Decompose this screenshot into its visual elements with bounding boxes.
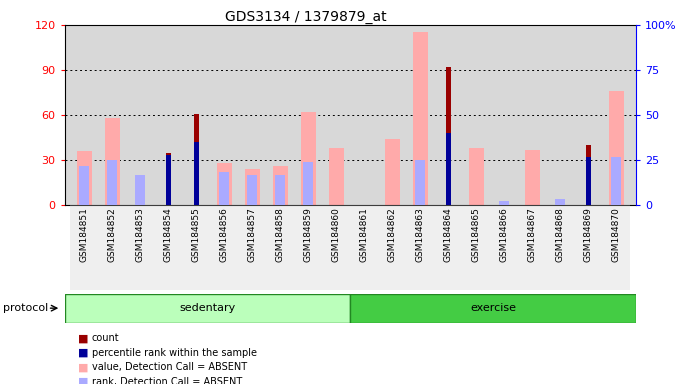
- Text: GSM184869: GSM184869: [583, 207, 593, 262]
- Bar: [301, 112, 316, 205]
- Bar: [166, 153, 171, 205]
- Text: GSM184868: GSM184868: [556, 207, 564, 262]
- Text: exercise: exercise: [470, 303, 516, 313]
- Bar: [585, 145, 591, 205]
- Bar: [609, 91, 624, 205]
- Bar: [524, 150, 540, 205]
- Bar: [378, 205, 406, 290]
- Bar: [220, 172, 229, 205]
- Text: GSM184852: GSM184852: [107, 207, 117, 262]
- Text: ■: ■: [78, 362, 88, 372]
- Bar: [462, 205, 490, 290]
- Bar: [126, 205, 154, 290]
- Bar: [80, 166, 89, 205]
- Text: GSM184870: GSM184870: [612, 207, 621, 262]
- Bar: [238, 205, 266, 290]
- Bar: [611, 157, 621, 205]
- Bar: [469, 148, 484, 205]
- Text: protocol: protocol: [3, 303, 49, 313]
- Text: sedentary: sedentary: [180, 303, 235, 313]
- Bar: [350, 294, 636, 323]
- Bar: [107, 161, 117, 205]
- Bar: [585, 157, 591, 205]
- Text: GSM184858: GSM184858: [275, 207, 285, 262]
- Text: rank, Detection Call = ABSENT: rank, Detection Call = ABSENT: [92, 377, 242, 384]
- Bar: [303, 162, 313, 205]
- Bar: [602, 205, 630, 290]
- Text: GSM184851: GSM184851: [80, 207, 88, 262]
- Bar: [154, 205, 182, 290]
- Text: GDS3134 / 1379879_at: GDS3134 / 1379879_at: [225, 10, 387, 23]
- Text: GSM184854: GSM184854: [164, 207, 173, 262]
- Bar: [245, 169, 260, 205]
- Bar: [574, 205, 602, 290]
- Text: GSM184867: GSM184867: [528, 207, 537, 262]
- Text: value, Detection Call = ABSENT: value, Detection Call = ABSENT: [92, 362, 247, 372]
- Bar: [194, 114, 199, 205]
- Bar: [273, 166, 288, 205]
- Text: GSM184855: GSM184855: [192, 207, 201, 262]
- Bar: [70, 205, 98, 290]
- Text: GSM184859: GSM184859: [304, 207, 313, 262]
- Bar: [556, 199, 565, 205]
- Bar: [182, 205, 210, 290]
- Text: GSM184865: GSM184865: [472, 207, 481, 262]
- Bar: [415, 161, 425, 205]
- Bar: [275, 175, 285, 205]
- Text: count: count: [92, 333, 120, 343]
- Bar: [216, 163, 232, 205]
- Bar: [135, 175, 145, 205]
- Bar: [413, 33, 428, 205]
- Bar: [65, 294, 350, 323]
- Text: GSM184853: GSM184853: [136, 207, 145, 262]
- Bar: [194, 142, 199, 205]
- Bar: [406, 205, 435, 290]
- Bar: [98, 205, 126, 290]
- Bar: [490, 205, 518, 290]
- Text: ■: ■: [78, 377, 88, 384]
- Bar: [76, 151, 92, 205]
- Text: GSM184866: GSM184866: [500, 207, 509, 262]
- Bar: [518, 205, 546, 290]
- Bar: [266, 205, 294, 290]
- Bar: [445, 133, 451, 205]
- Text: ■: ■: [78, 333, 88, 343]
- Bar: [328, 148, 344, 205]
- Bar: [499, 201, 509, 205]
- Text: GSM184863: GSM184863: [415, 207, 425, 262]
- Bar: [445, 67, 451, 205]
- Bar: [435, 205, 462, 290]
- Text: GSM184857: GSM184857: [248, 207, 257, 262]
- Text: GSM184862: GSM184862: [388, 207, 396, 262]
- Text: GSM184861: GSM184861: [360, 207, 369, 262]
- Bar: [350, 205, 378, 290]
- Bar: [546, 205, 574, 290]
- Bar: [105, 118, 120, 205]
- Text: GSM184860: GSM184860: [332, 207, 341, 262]
- Text: ■: ■: [78, 348, 88, 358]
- Bar: [248, 175, 257, 205]
- Text: percentile rank within the sample: percentile rank within the sample: [92, 348, 257, 358]
- Bar: [384, 139, 400, 205]
- Text: GSM184864: GSM184864: [444, 207, 453, 262]
- Bar: [210, 205, 238, 290]
- Text: GSM184856: GSM184856: [220, 207, 228, 262]
- Bar: [294, 205, 322, 290]
- Bar: [166, 155, 171, 205]
- Bar: [322, 205, 350, 290]
